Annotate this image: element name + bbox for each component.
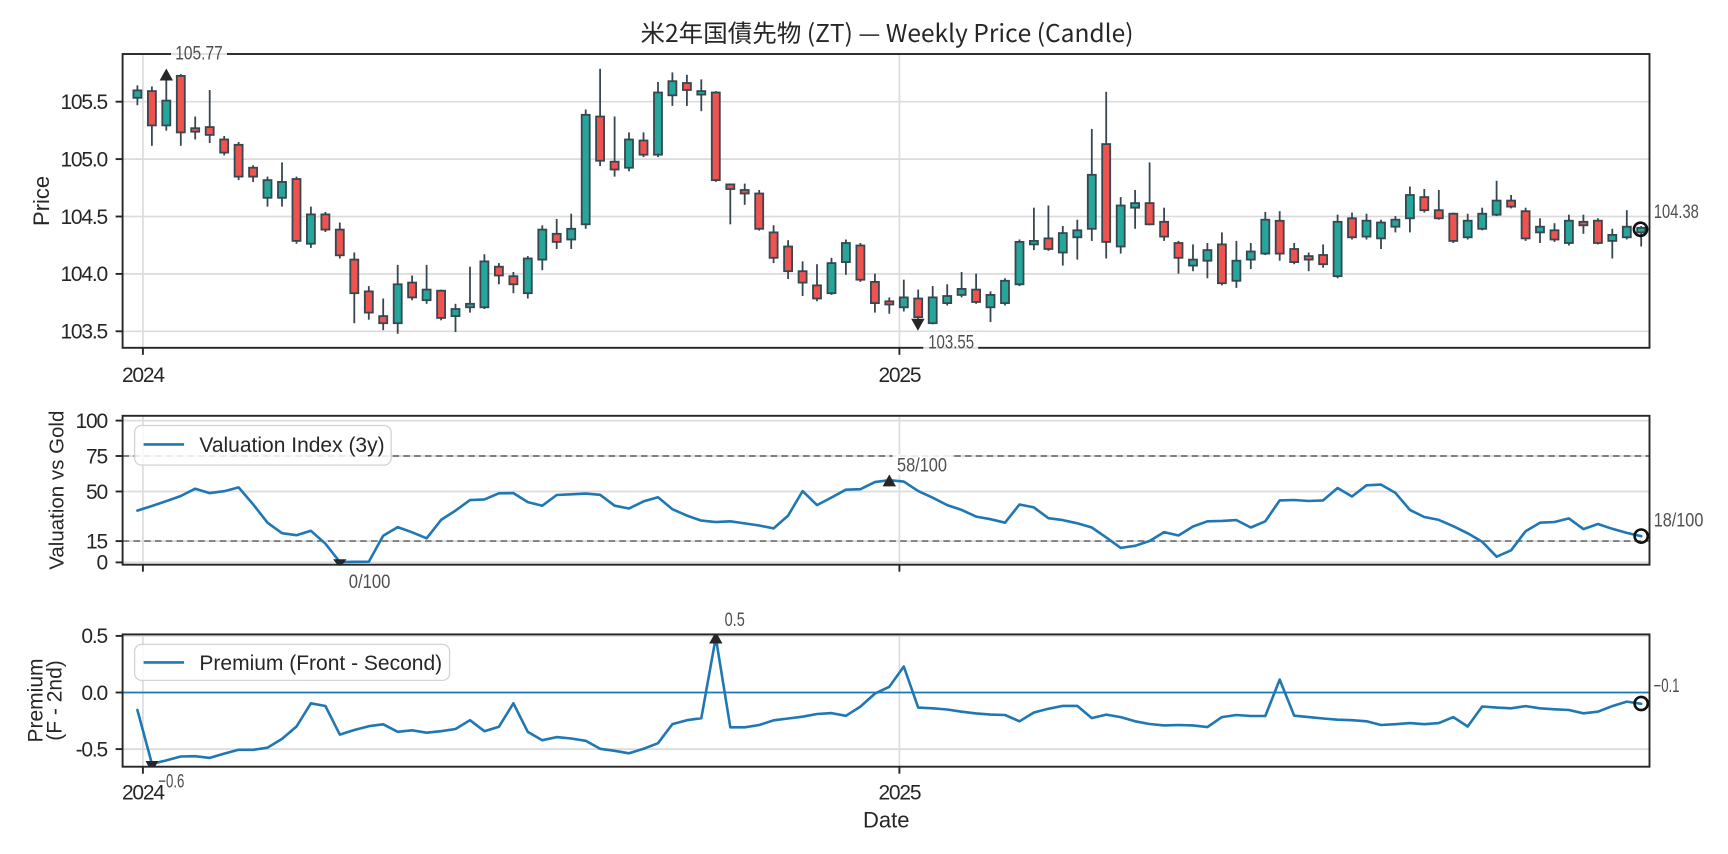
svg-text:Price: Price xyxy=(29,176,54,226)
svg-text:−0.1: −0.1 xyxy=(1654,676,1680,697)
svg-text:105.0: 105.0 xyxy=(60,148,107,171)
svg-text:-0.5: -0.5 xyxy=(76,738,108,761)
svg-text:103.55: 103.55 xyxy=(928,333,974,354)
svg-text:104.0: 104.0 xyxy=(60,263,107,286)
svg-text:58/100: 58/100 xyxy=(897,455,947,476)
svg-text:Date: Date xyxy=(863,807,909,832)
svg-text:0/100: 0/100 xyxy=(349,572,391,593)
svg-text:18/100: 18/100 xyxy=(1654,511,1704,532)
svg-text:−0.6: −0.6 xyxy=(158,772,184,793)
svg-text:2025: 2025 xyxy=(878,782,920,805)
svg-text:2024: 2024 xyxy=(122,782,165,805)
svg-text:50: 50 xyxy=(86,481,107,504)
svg-text:Premium: Premium xyxy=(24,658,47,742)
svg-text:100: 100 xyxy=(76,410,108,433)
svg-text:0.5: 0.5 xyxy=(81,625,107,648)
svg-text:0.0: 0.0 xyxy=(81,682,107,705)
svg-text:105.5: 105.5 xyxy=(60,91,107,114)
svg-text:0.5: 0.5 xyxy=(725,610,745,631)
svg-text:2025: 2025 xyxy=(878,364,920,387)
svg-text:(F - 2nd): (F - 2nd) xyxy=(44,660,67,741)
svg-text:Valuation Index (3y): Valuation Index (3y) xyxy=(199,434,384,457)
svg-text:Premium (Front - Second): Premium (Front - Second) xyxy=(199,652,442,675)
svg-text:15: 15 xyxy=(86,530,107,553)
svg-text:0: 0 xyxy=(97,552,108,575)
svg-text:2024: 2024 xyxy=(122,364,165,387)
svg-text:Valuation vs Gold: Valuation vs Gold xyxy=(46,411,69,570)
svg-text:105.77: 105.77 xyxy=(175,44,222,65)
svg-text:75: 75 xyxy=(86,445,107,468)
svg-text:104.5: 104.5 xyxy=(60,206,107,229)
svg-text:103.5: 103.5 xyxy=(60,321,107,344)
svg-text:104.38: 104.38 xyxy=(1654,202,1699,223)
